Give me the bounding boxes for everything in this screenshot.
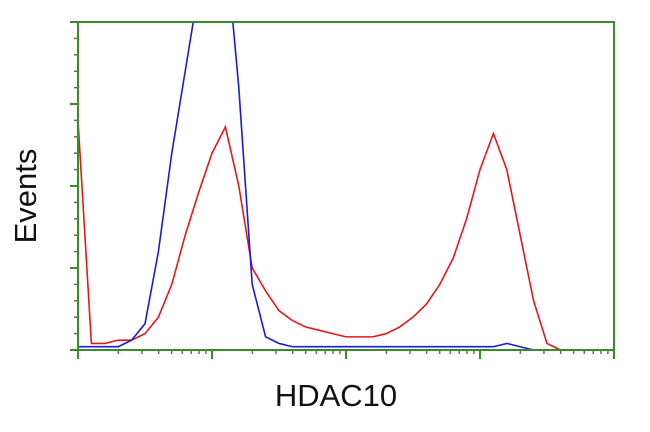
x-axis-label: HDAC10	[275, 378, 397, 413]
y-axis-label: Events	[8, 149, 43, 244]
plot-area	[78, 22, 614, 350]
histogram-line	[78, 22, 614, 350]
histogram-line	[78, 120, 614, 350]
